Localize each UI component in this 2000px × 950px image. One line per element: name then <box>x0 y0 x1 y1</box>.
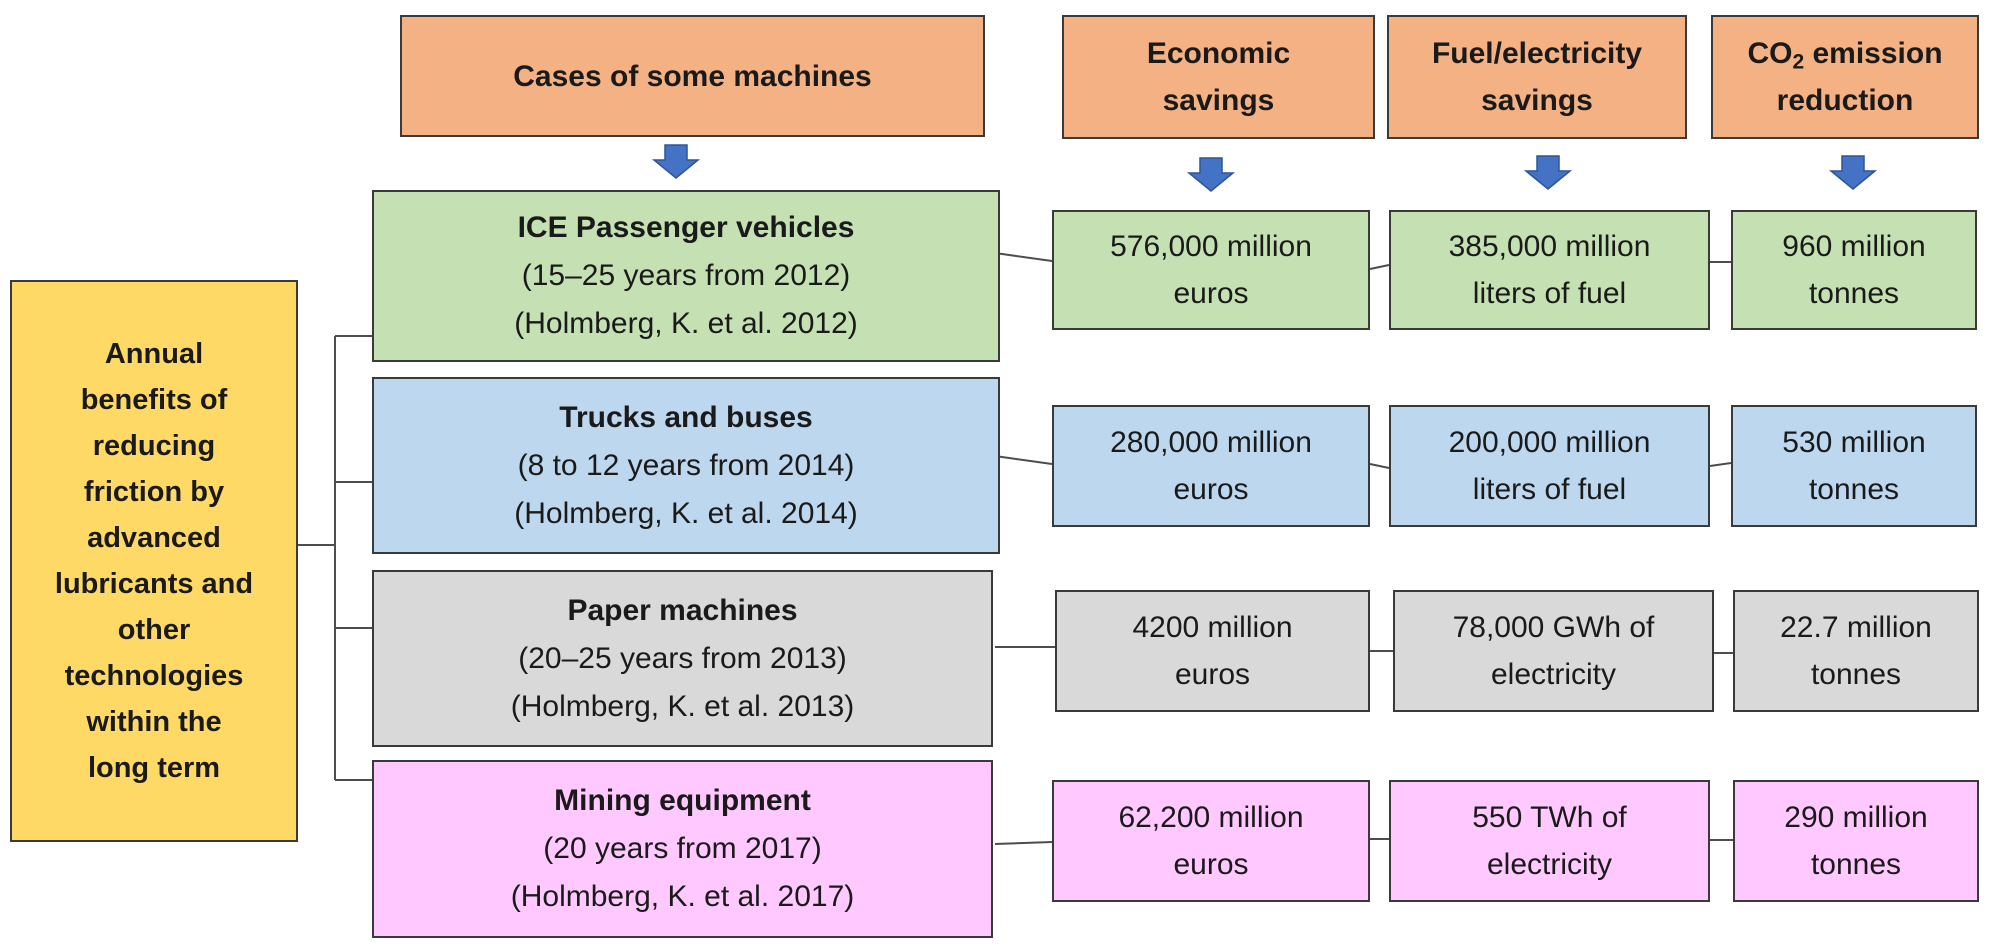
value-line: liters of fuel <box>1472 473 1627 506</box>
down-arrow-icon <box>1828 155 1878 190</box>
value-line: electricity <box>1490 658 1617 691</box>
annual-benefits-box: Annual benefits of reducing friction by … <box>10 280 298 842</box>
header-co2-line1: CO2 emission <box>1747 30 1942 77</box>
machine-title: ICE Passenger vehicles <box>517 211 855 244</box>
left-line: reducing <box>92 430 216 462</box>
value-line: tonnes <box>1808 277 1900 310</box>
value-line: 576,000 million <box>1110 230 1312 263</box>
economic-savings-ice: 576,000 million euros <box>1052 210 1370 330</box>
left-line: Annual <box>104 338 204 370</box>
header-co2-suffix: emission <box>1804 37 1943 70</box>
header-co2-prefix: CO <box>1747 37 1793 70</box>
value-line: 290 million <box>1784 801 1928 834</box>
header-cases-label: Cases of some machines <box>513 59 872 93</box>
machine-box-mining-equipment: Mining equipment (20 years from 2017) (H… <box>372 760 993 938</box>
value-line: 22.7 million <box>1780 611 1932 644</box>
value-line: tonnes <box>1810 658 1902 691</box>
left-line: within the <box>86 706 222 738</box>
left-line: advanced <box>87 522 221 554</box>
machine-reference: (Holmberg, K. et al. 2013) <box>510 689 855 723</box>
value-line: electricity <box>1486 848 1613 881</box>
value-line: 960 million <box>1782 230 1926 263</box>
machine-title: Trucks and buses <box>559 400 813 434</box>
value-line: euros <box>1173 277 1249 310</box>
machine-title: Paper machines <box>567 593 798 627</box>
down-arrow-icon <box>1523 155 1573 190</box>
header-fuel-savings: Fuel/electricity savings <box>1387 15 1687 139</box>
economic-savings-mining: 62,200 million euros <box>1052 780 1370 902</box>
header-economic-line1: Economic <box>1146 37 1291 70</box>
value-line: tonnes <box>1810 848 1902 881</box>
fuel-savings-trucks: 200,000 million liters of fuel <box>1389 405 1710 527</box>
co2-reduction-mining: 290 million tonnes <box>1733 780 1979 902</box>
left-line: friction by <box>83 476 225 508</box>
co2-reduction-trucks: 530 million tonnes <box>1731 405 1977 527</box>
value-line: 385,000 million <box>1448 230 1651 263</box>
machine-box-ice-passenger-vehicles: ICE Passenger vehicles (15–25 years from… <box>372 190 1000 362</box>
machine-title: Mining equipment <box>554 784 811 817</box>
value-line: 62,200 million <box>1118 801 1304 834</box>
left-line: benefits of <box>80 384 228 416</box>
machine-reference: (Holmberg, K. et al. 2012) <box>514 307 858 340</box>
left-line: lubricants and <box>54 568 254 600</box>
header-economic-line2: savings <box>1162 84 1275 117</box>
left-line: other <box>117 614 191 646</box>
down-arrow-icon <box>651 144 701 179</box>
fuel-savings-mining: 550 TWh of electricity <box>1389 780 1710 902</box>
machine-period: (8 to 12 years from 2014) <box>517 448 855 482</box>
header-co2-reduction: CO2 emission reduction <box>1711 15 1979 139</box>
economic-savings-paper: 4200 million euros <box>1055 590 1370 712</box>
co2-reduction-paper: 22.7 million tonnes <box>1733 590 1979 712</box>
value-line: tonnes <box>1808 473 1900 506</box>
value-line: liters of fuel <box>1472 277 1627 310</box>
header-cases: Cases of some machines <box>400 15 985 137</box>
header-fuel-line2: savings <box>1481 84 1593 117</box>
co2-reduction-ice: 960 million tonnes <box>1731 210 1977 330</box>
header-fuel-line1: Fuel/electricity <box>1431 37 1643 70</box>
fuel-savings-paper: 78,000 GWh of electricity <box>1393 590 1714 712</box>
value-line: 530 million <box>1782 426 1926 459</box>
value-line: euros <box>1173 473 1249 506</box>
machine-period: (15–25 years from 2012) <box>521 259 851 292</box>
value-line: 4200 million <box>1132 611 1293 644</box>
machine-reference: (Holmberg, K. et al. 2017) <box>510 880 855 913</box>
header-co2-subscript: 2 <box>1792 50 1805 74</box>
economic-savings-trucks: 280,000 million euros <box>1052 405 1370 527</box>
left-line: long term <box>87 752 221 784</box>
machine-period: (20 years from 2017) <box>543 832 822 865</box>
machine-reference: (Holmberg, K. et al. 2014) <box>514 496 858 530</box>
machine-box-trucks-and-buses: Trucks and buses (8 to 12 years from 201… <box>372 377 1000 554</box>
value-line: euros <box>1173 848 1249 881</box>
value-line: 280,000 million <box>1110 426 1312 459</box>
value-line: 200,000 million <box>1448 426 1651 459</box>
header-economic-savings: Economic savings <box>1062 15 1375 139</box>
left-line: technologies <box>64 660 244 692</box>
value-line: euros <box>1174 658 1251 691</box>
machine-box-paper-machines: Paper machines (20–25 years from 2013) (… <box>372 570 993 747</box>
value-line: 550 TWh of <box>1472 801 1627 834</box>
down-arrow-icon <box>1186 157 1236 192</box>
fuel-savings-ice: 385,000 million liters of fuel <box>1389 210 1710 330</box>
header-co2-line2: reduction <box>1776 84 1914 117</box>
value-line: 78,000 GWh of <box>1452 611 1655 644</box>
machine-period: (20–25 years from 2013) <box>518 641 847 675</box>
